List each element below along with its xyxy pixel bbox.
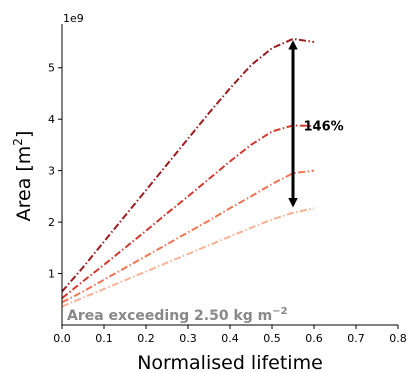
- x-tick-label: 0.1: [95, 332, 113, 345]
- series-line-2: [62, 125, 314, 298]
- series-line-3: [62, 171, 314, 303]
- x-tick-label: 0.4: [221, 332, 239, 345]
- y-axis-title: Area [m2]: [11, 131, 35, 222]
- x-tick-label: 0.2: [137, 332, 155, 345]
- y-offset-label: 1e9: [63, 12, 84, 25]
- y-tick-label: 5: [48, 62, 55, 75]
- series-line-4: [62, 208, 314, 306]
- inset-label-main: Area exceeding 2.50 kg m: [67, 308, 272, 324]
- y-tick-label: 4: [48, 113, 55, 126]
- x-tick-label: 0.6: [305, 332, 323, 345]
- x-ticks: 0.0 0.1 0.2 0.3 0.4 0.5 0.6 0.7 0.8: [53, 325, 407, 345]
- x-axis-title: Normalised lifetime: [137, 352, 323, 373]
- y-tick-label: 2: [48, 216, 55, 229]
- series-layer: [62, 39, 314, 307]
- x-tick-label: 0.3: [179, 332, 197, 345]
- inset-label-sup: −2: [272, 306, 287, 317]
- y-axis-title-main: Area [m: [13, 146, 35, 222]
- y-axis-title-sup: 2: [11, 138, 25, 146]
- x-tick-label: 0.8: [389, 332, 407, 345]
- y-tick-label: 1: [48, 268, 55, 281]
- x-tick-label: 0.0: [53, 332, 71, 345]
- y-ticks: 1 2 3 4 5: [48, 62, 62, 281]
- x-tick-label: 0.5: [263, 332, 281, 345]
- inset-label: Area exceeding 2.50 kg m−2: [67, 306, 288, 324]
- y-axis-title-tail: ]: [13, 131, 35, 138]
- range-arrow-label: 146%: [304, 119, 344, 134]
- x-tick-label: 0.7: [347, 332, 365, 345]
- y-tick-label: 3: [48, 165, 55, 178]
